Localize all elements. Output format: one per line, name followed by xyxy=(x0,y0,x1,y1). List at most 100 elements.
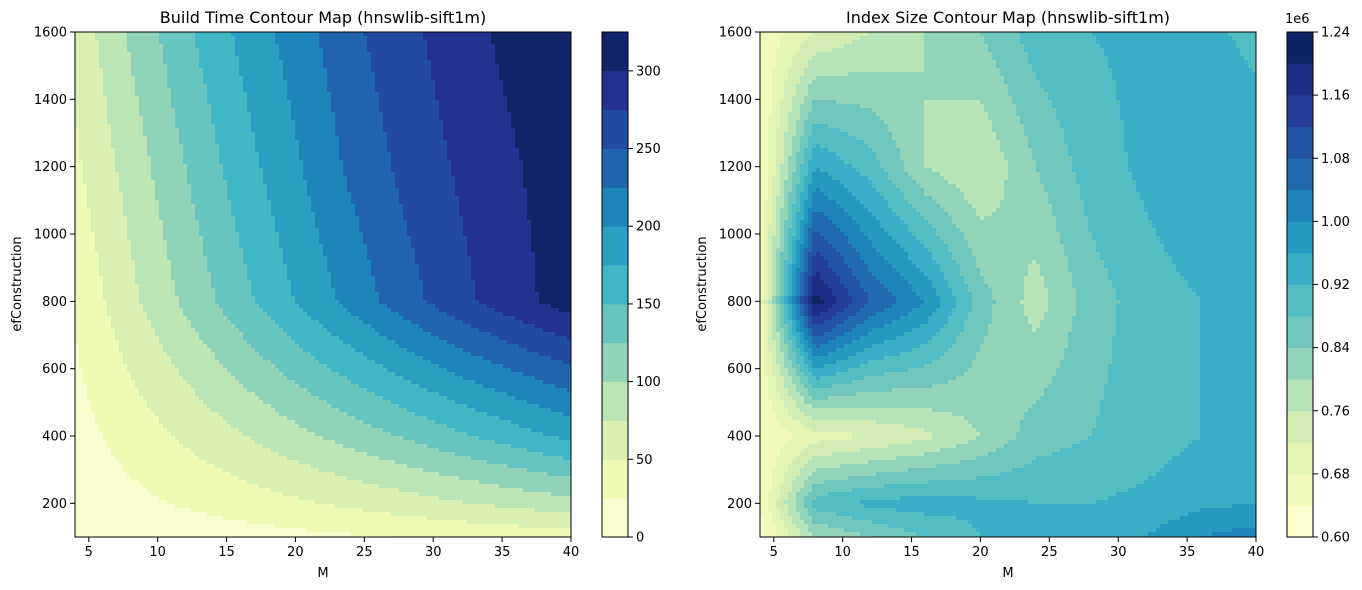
contour-cell xyxy=(311,120,316,125)
contour-cell xyxy=(243,76,248,81)
contour-cell xyxy=(243,84,248,89)
contour-cell xyxy=(323,80,328,85)
contour-cell xyxy=(115,152,120,157)
contour-cell xyxy=(79,88,84,93)
contour-cell xyxy=(207,60,212,65)
contour-cell xyxy=(375,96,380,101)
contour-cell xyxy=(175,156,180,161)
contour-cell xyxy=(487,124,492,129)
contour-cell xyxy=(131,64,136,69)
contour-cell xyxy=(319,64,324,69)
contour-cell xyxy=(383,108,388,113)
contour-cell xyxy=(531,48,536,53)
contour-cell xyxy=(219,192,224,197)
contour-cell xyxy=(315,184,320,189)
contour-cell xyxy=(447,180,452,185)
contour-cell xyxy=(279,100,284,105)
contour-cell xyxy=(351,52,356,57)
contour-cell xyxy=(171,112,176,117)
contour-cell xyxy=(191,164,196,169)
contour-cell xyxy=(491,176,496,181)
contour-cell xyxy=(339,172,344,177)
contour-cell xyxy=(95,52,100,57)
contour-cell xyxy=(135,100,140,105)
contour-cell xyxy=(323,36,328,41)
contour-cell xyxy=(159,144,164,149)
contour-cell xyxy=(507,44,512,49)
contour-cell xyxy=(451,96,456,101)
contour-cell xyxy=(255,156,260,161)
contour-cell xyxy=(111,44,116,49)
contour-cell xyxy=(187,56,192,61)
contour-cell xyxy=(451,188,456,193)
contour-cell xyxy=(551,128,556,133)
contour-cell xyxy=(319,108,324,113)
contour-cell xyxy=(179,180,184,185)
contour-cell xyxy=(347,72,352,77)
contour-cell xyxy=(247,188,252,193)
contour-cell xyxy=(255,184,260,189)
contour-cell xyxy=(263,44,268,49)
contour-cell xyxy=(263,172,268,177)
contour-cell xyxy=(499,92,504,97)
contour-cell xyxy=(151,184,156,189)
contour-cell xyxy=(515,136,520,141)
contour-cell xyxy=(135,32,140,37)
contour-cell xyxy=(511,76,516,81)
contour-cell xyxy=(567,56,571,61)
contour-cell xyxy=(367,168,372,173)
contour-cell xyxy=(415,124,420,129)
contour-cell xyxy=(519,72,524,77)
contour-cell xyxy=(315,92,320,97)
contour-cell xyxy=(227,180,232,185)
contour-cell xyxy=(423,172,428,177)
contour-cell xyxy=(131,160,136,165)
contour-cell xyxy=(355,80,360,85)
contour-cell xyxy=(463,184,468,189)
contour-cell xyxy=(91,188,96,193)
contour-cell xyxy=(195,96,200,101)
contour-cell xyxy=(363,36,368,41)
contour-cell xyxy=(415,176,420,181)
contour-cell xyxy=(391,76,396,81)
contour-cell xyxy=(199,56,204,61)
contour-cell xyxy=(419,96,424,101)
contour-cell xyxy=(323,48,328,53)
contour-cell xyxy=(391,84,396,89)
contour-cell xyxy=(471,120,476,125)
contour-cell xyxy=(79,36,84,41)
contour-cell xyxy=(507,84,512,89)
contour-cell xyxy=(443,148,448,153)
contour-cell xyxy=(107,48,112,53)
contour-cell xyxy=(539,184,544,189)
contour-cell xyxy=(167,120,172,125)
contour-cell xyxy=(75,88,80,93)
contour-cell xyxy=(259,80,264,85)
contour-cell xyxy=(375,80,380,85)
contour-cell xyxy=(147,132,152,137)
contour-cell xyxy=(327,80,332,85)
contour-cell xyxy=(539,84,544,89)
contour-cell xyxy=(75,52,80,57)
contour-cell xyxy=(203,176,208,181)
contour-cell xyxy=(407,124,412,129)
contour-cell xyxy=(495,56,500,61)
contour-cell xyxy=(239,120,244,125)
contour-cell xyxy=(339,44,344,49)
contour-cell xyxy=(359,136,364,141)
contour-cell xyxy=(467,176,472,181)
contour-cell xyxy=(451,176,456,181)
contour-cell xyxy=(387,84,392,89)
contour-cell xyxy=(567,124,571,129)
contour-cell xyxy=(371,72,376,77)
contour-cell xyxy=(203,32,208,37)
contour-cell xyxy=(543,140,548,145)
contour-cell xyxy=(447,136,452,141)
contour-cell xyxy=(295,64,300,69)
contour-cell xyxy=(259,76,264,81)
contour-cell xyxy=(167,36,172,41)
contour-cell xyxy=(287,188,292,193)
contour-cell xyxy=(95,84,100,89)
contour-cell xyxy=(231,132,236,137)
contour-cell xyxy=(451,76,456,81)
